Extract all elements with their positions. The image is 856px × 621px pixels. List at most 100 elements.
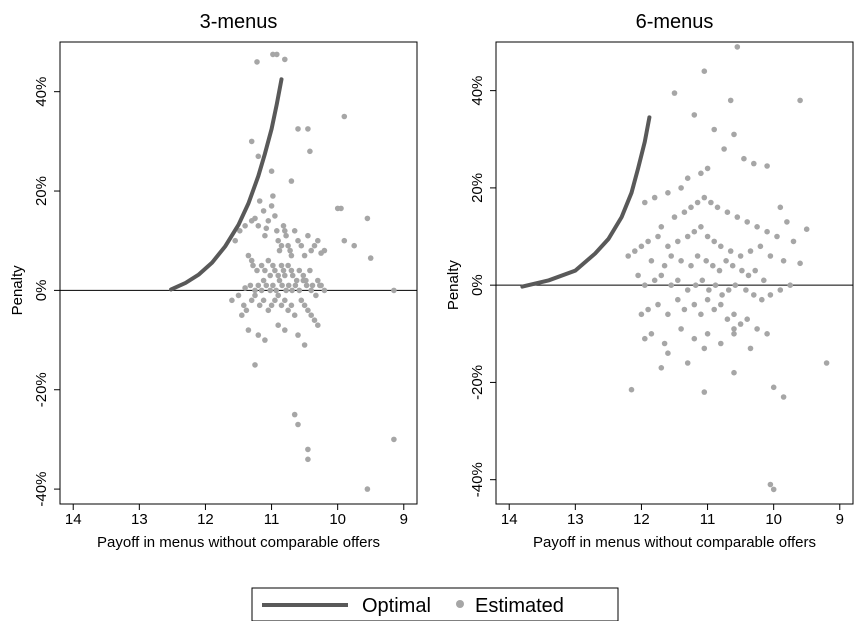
x-tick-label: 11 xyxy=(700,511,716,528)
estimated-point xyxy=(276,277,283,284)
x-tick-label: 10 xyxy=(765,511,782,528)
estimated-point xyxy=(291,228,298,234)
estimated-point xyxy=(268,302,275,309)
estimated-point xyxy=(248,297,255,304)
estimated-point xyxy=(698,170,704,177)
estimated-point xyxy=(321,247,328,254)
estimated-point xyxy=(754,224,760,230)
estimated-point xyxy=(691,335,698,342)
estimated-point xyxy=(761,277,767,284)
estimated-point xyxy=(714,204,721,211)
estimated-point xyxy=(764,331,770,337)
plot-frame xyxy=(59,41,418,505)
estimated-point xyxy=(770,384,777,391)
estimated-point xyxy=(235,292,242,299)
legend: Optimal Estimated xyxy=(251,587,619,621)
estimated-point xyxy=(734,214,741,220)
estimated-point xyxy=(248,257,255,264)
panel-6-menus: 6-menus -40% -20% 0% 20% 40% 14 13 12 11 10 9 Pay… xyxy=(445,11,854,551)
estimated-point xyxy=(668,282,674,289)
estimated-point xyxy=(289,272,296,279)
estimated-point xyxy=(651,277,658,284)
estimated-point xyxy=(757,243,764,250)
estimated-point xyxy=(675,238,681,245)
estimated-point xyxy=(780,258,787,264)
estimated-point xyxy=(254,267,260,274)
plot-frame xyxy=(495,41,854,505)
estimated-point xyxy=(797,97,803,104)
estimated-point xyxy=(701,194,708,201)
estimated-point xyxy=(260,208,267,214)
estimated-point xyxy=(295,421,301,428)
estimated-point xyxy=(285,262,291,269)
estimated-point xyxy=(367,255,374,261)
estimated-point xyxy=(731,369,737,376)
estimated-point xyxy=(731,331,737,337)
estimated-point xyxy=(252,292,258,299)
estimated-point xyxy=(268,203,275,209)
estimated-point xyxy=(698,224,704,230)
estimated-point xyxy=(243,307,250,314)
x-tick-label: 9 xyxy=(836,511,844,528)
estimated-point xyxy=(744,316,750,323)
estimated-point xyxy=(777,287,784,293)
y-tick-label: -40% xyxy=(33,472,50,507)
estimated-point xyxy=(255,153,262,160)
estimated-point xyxy=(759,296,765,303)
estimated-point xyxy=(315,322,321,329)
estimated-point xyxy=(774,233,780,240)
estimated-point xyxy=(282,228,288,234)
estimated-point xyxy=(282,272,288,279)
legend-optimal-label: Optimal xyxy=(362,595,431,617)
estimated-point xyxy=(279,282,285,289)
estimated-point xyxy=(232,237,238,244)
estimated-point xyxy=(764,228,770,235)
x-tick-label: 13 xyxy=(567,511,584,528)
estimated-point xyxy=(265,307,272,314)
estimated-point xyxy=(729,262,736,269)
estimated-point xyxy=(734,44,741,50)
estimated-point xyxy=(767,253,774,259)
estimated-point xyxy=(701,68,708,74)
estimated-point xyxy=(658,224,665,230)
estimated-point xyxy=(301,252,308,259)
estimated-point xyxy=(263,282,270,289)
estimated-point xyxy=(229,297,235,304)
estimated-point xyxy=(704,331,711,337)
estimated-point xyxy=(254,59,260,65)
estimated-point xyxy=(727,97,734,104)
estimated-point xyxy=(716,267,723,274)
estimated-point xyxy=(301,342,308,348)
estimated-point xyxy=(671,214,678,220)
estimated-point xyxy=(797,260,803,267)
estimated-point xyxy=(704,233,711,240)
estimated-point xyxy=(671,90,678,96)
estimated-point xyxy=(723,258,729,264)
estimated-point xyxy=(255,332,262,338)
estimated-point xyxy=(665,190,671,196)
estimated-point xyxy=(298,297,305,304)
estimated-point xyxy=(747,248,754,254)
estimated-point xyxy=(338,205,344,212)
estimated-point xyxy=(711,306,717,313)
estimated-point xyxy=(648,331,655,337)
estimated-point xyxy=(767,292,774,298)
estimated-point xyxy=(308,247,315,254)
estimated-point xyxy=(642,335,648,342)
estimated-point xyxy=(642,199,648,206)
estimated-point xyxy=(278,262,285,269)
estimated-point xyxy=(688,262,694,269)
estimated-point xyxy=(638,243,645,250)
estimated-point xyxy=(260,297,267,304)
estimated-point xyxy=(270,51,276,58)
estimated-point xyxy=(704,165,711,172)
estimated-point xyxy=(739,267,745,274)
estimated-point xyxy=(285,282,292,289)
estimated-point xyxy=(285,242,291,249)
estimated-point xyxy=(701,345,708,352)
estimated-point xyxy=(305,446,311,453)
estimated-point xyxy=(632,248,638,254)
estimated-point xyxy=(263,225,270,232)
estimated-point xyxy=(737,253,744,259)
